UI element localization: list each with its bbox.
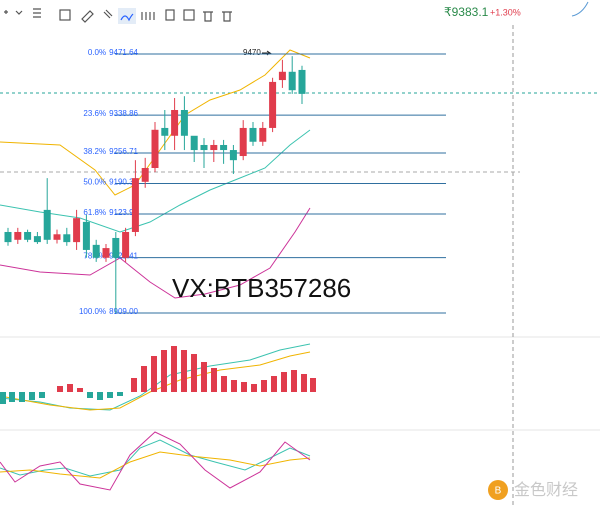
candle-body [210, 144, 218, 151]
candle-body [180, 109, 188, 136]
brush-tool[interactable] [81, 10, 94, 23]
candle-body [14, 231, 22, 240]
image-tool[interactable] [183, 9, 195, 21]
measure-tool[interactable] [103, 9, 113, 19]
candle-body [298, 69, 306, 94]
fib-price: 9471.64 [109, 48, 138, 57]
crosshair-tool[interactable] [4, 10, 8, 14]
candle-body [288, 71, 296, 91]
candle-body [63, 234, 71, 243]
fib-ratio: 0.0% [88, 48, 106, 57]
fib-label: 100.0% 8909.00 [79, 307, 139, 316]
fib-price: 9338.86 [109, 109, 138, 118]
candle-body [82, 221, 90, 250]
candle-body [122, 231, 130, 258]
candles-tool[interactable] [141, 12, 155, 20]
price-change: +1.30% [490, 7, 521, 17]
candle-body [190, 135, 198, 151]
delete-tool[interactable] [222, 11, 232, 22]
logo-text: 金色财经 [514, 481, 578, 499]
active-tool-bg [118, 8, 136, 24]
candle-body [53, 234, 61, 240]
candle-body [269, 81, 277, 128]
fib-ratio: 38.2% [83, 147, 106, 156]
peak-annotation: 9470 [243, 48, 261, 57]
candle-body [200, 144, 208, 151]
fib-ratio: 50.0% [83, 178, 106, 187]
candle-body [33, 236, 41, 243]
fib-label: 61.8% 9123.93 [83, 208, 138, 217]
mini-sparkline [571, 1, 589, 17]
toolbar [4, 8, 232, 24]
price: ₹9383.1 [444, 5, 489, 19]
candle-body [171, 109, 179, 136]
candle-body [220, 144, 228, 151]
fib-price: 9190.32 [109, 178, 138, 187]
candle-body [249, 127, 257, 142]
fib-label: 50.0% 9190.32 [83, 178, 138, 187]
candle-body [229, 150, 237, 161]
svg-text:B: B [495, 486, 502, 497]
candle-body [141, 167, 149, 182]
lines-tool[interactable] [33, 8, 41, 18]
fib-label: 0.0% 9471.64 [88, 48, 139, 57]
candle-body [112, 237, 120, 258]
candle-body [161, 127, 169, 136]
fib-tool[interactable] [120, 13, 134, 22]
fib-label: 38.2% 9256.71 [83, 147, 138, 156]
candle-body [259, 127, 267, 142]
candle-body [278, 71, 286, 81]
fib-label: 23.6% 9338.86 [83, 109, 138, 118]
fib-price: 9123.93 [109, 208, 138, 217]
lock-tool[interactable] [203, 11, 213, 22]
candle-body [102, 248, 110, 258]
candle-body [151, 129, 159, 168]
candle-body [43, 209, 51, 240]
fib-price: 8909.00 [109, 307, 138, 316]
fib-ratio: 23.6% [83, 109, 106, 118]
logo: B 金色财经 [488, 480, 578, 500]
ma-line [0, 207, 311, 299]
watermark: VX:BTB357286 [172, 273, 351, 303]
dropdown-tool[interactable] [15, 10, 23, 15]
kdj-panel [0, 431, 311, 491]
text-tool[interactable] [165, 9, 175, 21]
candle-body [92, 244, 100, 258]
candle-body [131, 178, 139, 232]
candle-body [24, 231, 32, 240]
fib-label: 78.6%9029.41 [83, 252, 138, 261]
candle-body [73, 218, 81, 243]
candle-body [4, 231, 12, 243]
pattern-tool[interactable] [59, 9, 71, 21]
ma-line [0, 129, 311, 233]
fib-ratio: 100.0% [79, 307, 106, 316]
fib-price: 9256.71 [109, 147, 138, 156]
macd-panel [0, 343, 316, 411]
candle-body [239, 127, 247, 157]
fib-ratio: 61.8% [83, 208, 106, 217]
